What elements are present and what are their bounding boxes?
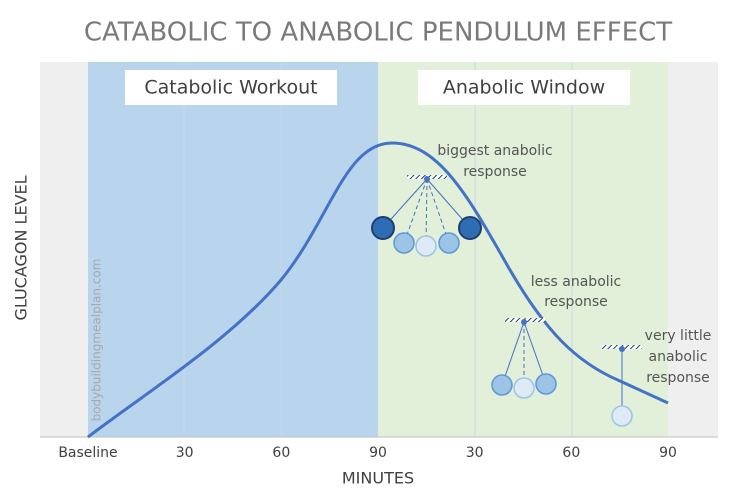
annotation: very little [645, 328, 712, 344]
x-tick-label: 30 [466, 445, 484, 461]
x-tick-label: 90 [659, 445, 677, 461]
x-tick-label: 30 [176, 445, 194, 461]
annotation: response [463, 164, 527, 180]
label-box [418, 70, 630, 105]
curve [87, 141, 669, 439]
x-tick-label: 60 [272, 445, 290, 461]
pendulum-small [602, 345, 642, 427]
watermark: bodybuildingmealplan.com [90, 259, 104, 422]
pendulum-medium [491, 318, 557, 399]
x-axis-label: MINUTES [342, 469, 414, 488]
annotation: response [544, 294, 608, 310]
annotation: anabolic [649, 349, 708, 365]
annotation: biggest anabolic [437, 143, 552, 159]
label-box [125, 70, 337, 105]
title: CATABOLIC TO ANABOLIC PENDULUM EFFECT [84, 18, 672, 48]
annotation: less anabolic [531, 274, 622, 290]
grid [183, 62, 573, 437]
x-tick-label: Baseline [58, 445, 117, 461]
y-axis-label: GLUCAGON LEVEL [12, 175, 31, 320]
pendulum-large [371, 175, 482, 257]
annotation: response [646, 370, 710, 386]
section-label: Anabolic Window [443, 77, 605, 99]
x-tick-label: 60 [562, 445, 580, 461]
x-tick-label: 90 [369, 445, 387, 461]
section-label: Catabolic Workout [144, 77, 317, 99]
catabolic-region [88, 62, 378, 437]
